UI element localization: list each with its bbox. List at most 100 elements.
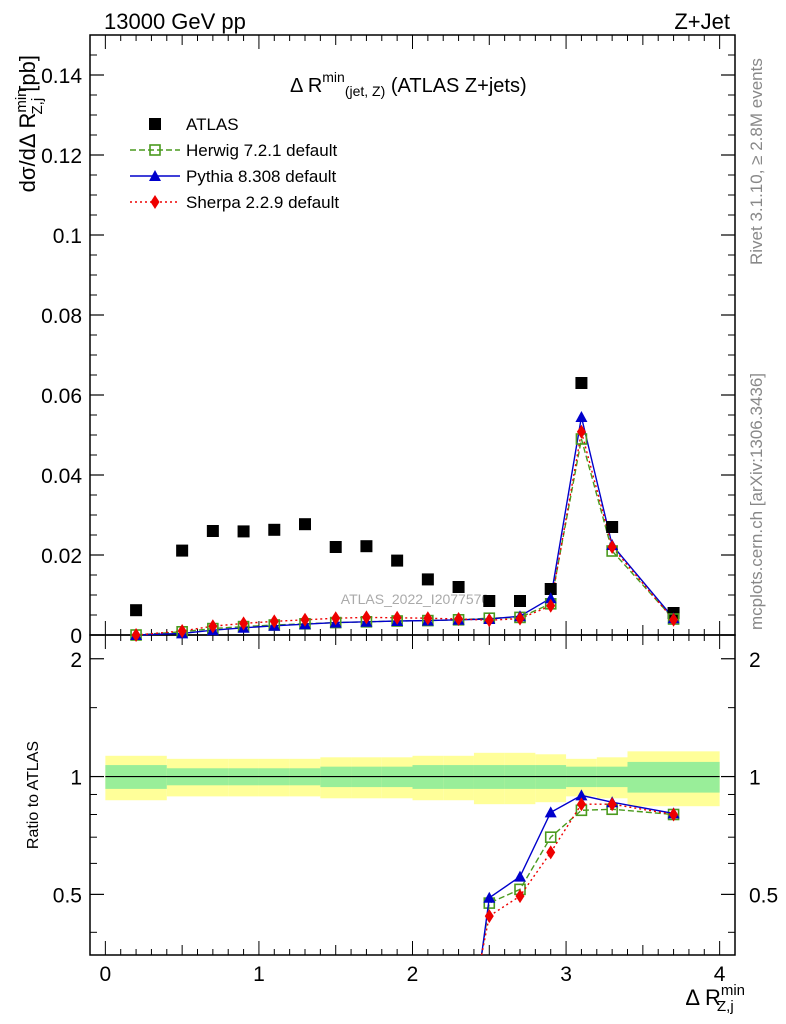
ratio-series-1	[480, 789, 680, 955]
ratio-y-tick-label: 0.5	[53, 884, 82, 907]
chart-title-suffix: (ATLAS Z+jets)	[385, 75, 526, 97]
x-axis-label: Δ Rmin Z,j	[685, 982, 745, 1015]
main-y-tick-label: 0.12	[41, 145, 82, 168]
legend-entry-1: Herwig 7.2.1 default	[130, 141, 337, 160]
main-data-point	[544, 592, 557, 604]
main-data-point	[331, 611, 341, 626]
main-data-point	[131, 628, 141, 642]
ratio-data-point	[607, 797, 617, 812]
main-data-point	[299, 518, 311, 531]
main-data-point	[177, 624, 187, 638]
main-y-tick-label: 0.04	[41, 465, 82, 488]
analysis-watermark: ATLAS_2022_I2077570	[341, 591, 490, 607]
ratio-series-line	[480, 808, 674, 955]
x-tick-label: 2	[407, 963, 419, 986]
main-data-point	[421, 573, 434, 586]
main-data-point	[576, 424, 586, 439]
legend-marker	[149, 170, 161, 181]
ratio-y-tick-label: 1	[70, 767, 82, 790]
header-process-label: Z+Jet	[674, 9, 730, 34]
ratio-series-2	[480, 797, 679, 955]
main-data-point	[484, 613, 494, 628]
ratio-series-line	[480, 794, 674, 955]
legend-entry-2: Pythia 8.308 default	[130, 167, 337, 186]
legend-marker	[150, 195, 160, 209]
main-data-point	[268, 523, 281, 536]
chart-title-sub: (jet, Z)	[345, 83, 385, 99]
main-axis-ticks: 0 0.02 0.04 0.06 0.08 0.1 0.12 0.14	[41, 35, 735, 648]
main-data-point	[239, 616, 249, 631]
legend-label: ATLAS	[186, 115, 239, 134]
ratio-data-point	[484, 909, 494, 924]
x-tick-label: 3	[560, 963, 572, 986]
legend-entry-0: ATLAS	[149, 115, 239, 134]
main-y-tick-label: 0	[70, 625, 82, 648]
main-y-tick-label: 0.08	[41, 305, 82, 328]
ratio-data-point	[544, 831, 557, 843]
ratio-data-point	[576, 797, 586, 812]
main-data-point	[452, 581, 465, 593]
ratio-stat-band-segment	[627, 761, 720, 793]
main-data-point	[423, 611, 433, 626]
ratio-series-0	[480, 803, 680, 955]
x-tick-label: 1	[253, 963, 265, 986]
main-data-point	[606, 521, 619, 533]
main-series-markers-0	[130, 377, 680, 619]
main-data-point	[483, 595, 496, 607]
chart-title-sup: min	[322, 69, 345, 85]
legend-marker	[149, 118, 161, 130]
main-y-tick-label: 0.1	[53, 225, 82, 248]
main-data-point	[130, 604, 143, 617]
ratio-data-point	[575, 789, 588, 801]
main-data-point	[208, 619, 218, 634]
header-energy-label: 13000 GeV pp	[104, 9, 246, 34]
ratio-data-point	[514, 870, 526, 882]
legend: ATLAS Herwig 7.2.1 default Pythia 8.308 de…	[130, 115, 339, 212]
legend-label: Sherpa 2.2.9 default	[186, 193, 339, 212]
main-series-layer	[130, 377, 680, 642]
main-data-point	[515, 611, 525, 626]
ratio-data-point	[515, 889, 525, 904]
ratio-y-tick-label: 2	[70, 649, 82, 672]
x-tick-label: 4	[714, 963, 726, 986]
main-data-point	[176, 544, 189, 557]
legend-label: Herwig 7.2.1 default	[186, 141, 337, 160]
legend-label: Pythia 8.308 default	[186, 167, 337, 186]
ratio-y-tick-label-right: 1	[749, 767, 761, 790]
main-data-point	[361, 610, 371, 625]
legend-entry-3: Sherpa 2.2.9 default	[130, 193, 339, 212]
ratio-series-line	[480, 803, 674, 955]
ratio-data-point	[544, 806, 557, 818]
main-y-tick-label: 0.14	[41, 65, 82, 88]
main-data-point	[669, 612, 679, 627]
main-data-point	[391, 554, 404, 567]
ratio-axis-ticks: 0.5 0.5 1 1 2 2 0 1 2 3 4	[53, 635, 778, 986]
main-data-point	[237, 525, 250, 538]
main-data-point	[575, 377, 588, 389]
main-data-point	[607, 540, 617, 554]
main-y-tick-label: 0.06	[41, 385, 82, 408]
legend-marker	[149, 144, 161, 156]
ratio-uncertainty-bands	[105, 751, 720, 807]
main-series-markers-3	[131, 424, 679, 642]
ratio-data-point	[546, 845, 556, 860]
ratio-data-point	[483, 891, 496, 903]
rivet-version-label: Rivet 3.1.10, ≥ 2.8M events	[747, 58, 766, 265]
main-data-point	[360, 540, 373, 553]
main-y-tick-label: 0.02	[41, 545, 82, 568]
main-data-point	[454, 612, 464, 626]
main-data-point	[269, 614, 279, 629]
main-data-point	[575, 411, 588, 422]
ratio-y-axis-label: Ratio to ATLAS	[25, 741, 42, 849]
mcplots-label: mcplots.cern.ch [arXiv:1306.3436]	[747, 373, 766, 630]
chart-title: Δ Rmin(jet, Z) (ATLAS Z+jets)	[290, 69, 527, 99]
ratio-y-tick-label-right: 0.5	[749, 884, 778, 907]
ratio-y-tick-label-right: 2	[749, 649, 761, 672]
main-data-point	[300, 612, 310, 627]
main-data-point	[206, 525, 219, 537]
ratio-series-layer	[480, 789, 680, 955]
main-data-point	[544, 583, 557, 595]
chart-title-prefix: Δ R	[290, 75, 322, 97]
main-data-point	[514, 595, 526, 607]
